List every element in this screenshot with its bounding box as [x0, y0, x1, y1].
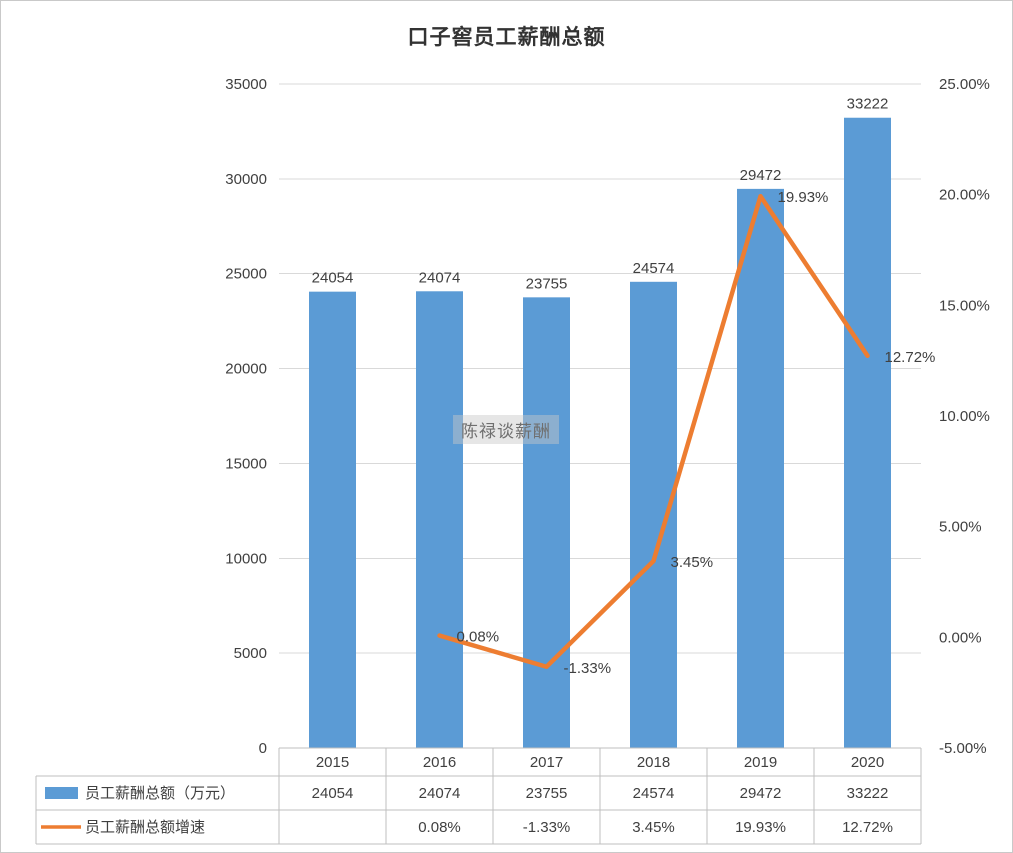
legend-key-bar [45, 787, 78, 799]
right-axis-tick: 20.00% [939, 187, 990, 204]
right-axis-tick: 15.00% [939, 297, 990, 314]
table-cell: 3.45% [632, 819, 675, 836]
right-axis-tick: -5.00% [939, 740, 987, 757]
bar-2017 [523, 297, 570, 748]
category-label: 2019 [744, 754, 777, 771]
series-name-bar: 员工薪酬总额（万元） [85, 785, 235, 802]
line-value-label: 12.72% [885, 349, 936, 366]
table-cell: 0.08% [418, 819, 461, 836]
table-cell: 24074 [419, 785, 461, 802]
left-axis-tick: 30000 [225, 171, 267, 188]
category-label: 2018 [637, 754, 670, 771]
table-cell: 24574 [633, 785, 675, 802]
bar-value-label: 23755 [526, 275, 568, 292]
table-cell: 29472 [740, 785, 782, 802]
bar-value-label: 29472 [740, 167, 782, 184]
table-cell: 23755 [526, 785, 568, 802]
bar-value-label: 24074 [419, 269, 461, 286]
left-axis-tick: 0 [259, 740, 267, 757]
table-cell: -1.33% [523, 819, 571, 836]
line-value-label: 3.45% [671, 554, 714, 571]
bar-2019 [737, 188, 784, 749]
left-axis-tick: 25000 [225, 266, 267, 283]
bar-value-label: 24054 [312, 270, 354, 287]
right-axis-tick: 0.00% [939, 629, 982, 646]
bar-2016 [416, 291, 463, 748]
table-cell: 24054 [312, 785, 354, 802]
bar-2015 [309, 291, 356, 748]
bar-value-label: 24574 [633, 260, 675, 277]
line-value-label: 19.93% [778, 189, 829, 206]
category-label: 2020 [851, 754, 884, 771]
chart-title: 口子窖员工薪酬总额 [407, 26, 606, 49]
table-cell: 19.93% [735, 819, 786, 836]
growth-line [437, 193, 870, 670]
bar-value-label: 33222 [847, 96, 889, 113]
category-label: 2017 [530, 754, 563, 771]
left-axis-tick: 35000 [225, 76, 267, 93]
bar-2020 [844, 117, 891, 748]
line-value-label: -1.33% [564, 660, 612, 677]
left-axis-tick: 10000 [225, 550, 267, 567]
bar-2018 [630, 281, 677, 748]
category-label: 2015 [316, 754, 349, 771]
left-axis-tick: 15000 [225, 455, 267, 472]
series-name-line: 员工薪酬总额增速 [85, 819, 205, 836]
line-value-label: 0.08% [457, 629, 500, 646]
watermark: 陈禄谈薪酬 [453, 415, 559, 444]
category-label: 2016 [423, 754, 456, 771]
right-axis-tick: 5.00% [939, 519, 982, 536]
left-axis-tick: 20000 [225, 361, 267, 378]
left-axis-tick: 5000 [234, 645, 267, 662]
table-cell: 12.72% [842, 819, 893, 836]
right-axis-tick: 25.00% [939, 76, 990, 93]
right-axis-tick: 10.00% [939, 408, 990, 425]
table-cell: 33222 [847, 785, 889, 802]
